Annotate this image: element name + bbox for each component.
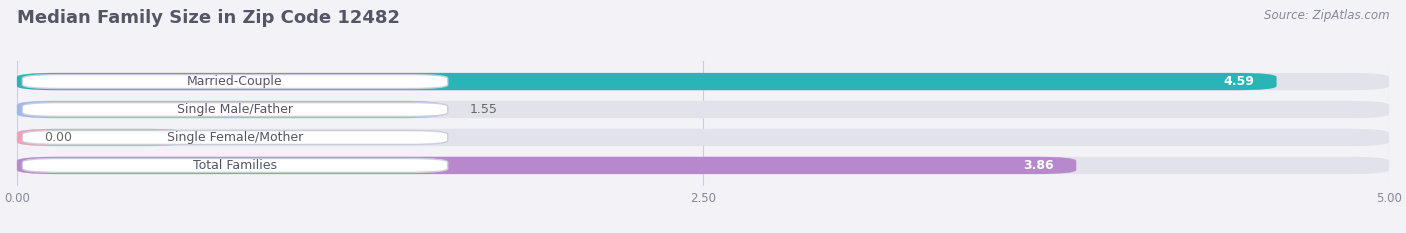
Text: Single Male/Father: Single Male/Father (177, 103, 292, 116)
Text: Single Female/Mother: Single Female/Mother (167, 131, 304, 144)
FancyBboxPatch shape (17, 101, 1389, 118)
Text: Married-Couple: Married-Couple (187, 75, 283, 88)
FancyBboxPatch shape (17, 157, 1389, 174)
Text: 0.00: 0.00 (45, 131, 72, 144)
FancyBboxPatch shape (22, 130, 447, 144)
FancyBboxPatch shape (17, 73, 1389, 90)
Text: 1.55: 1.55 (470, 103, 498, 116)
FancyBboxPatch shape (22, 158, 447, 172)
Text: 4.59: 4.59 (1223, 75, 1254, 88)
FancyBboxPatch shape (17, 101, 443, 118)
FancyBboxPatch shape (17, 73, 1277, 90)
FancyBboxPatch shape (17, 129, 1389, 146)
Text: Median Family Size in Zip Code 12482: Median Family Size in Zip Code 12482 (17, 9, 399, 27)
FancyBboxPatch shape (17, 129, 187, 146)
FancyBboxPatch shape (17, 157, 1076, 174)
Text: Total Families: Total Families (193, 159, 277, 172)
Text: 3.86: 3.86 (1024, 159, 1054, 172)
Text: Source: ZipAtlas.com: Source: ZipAtlas.com (1264, 9, 1389, 22)
FancyBboxPatch shape (22, 75, 447, 89)
FancyBboxPatch shape (22, 103, 447, 116)
